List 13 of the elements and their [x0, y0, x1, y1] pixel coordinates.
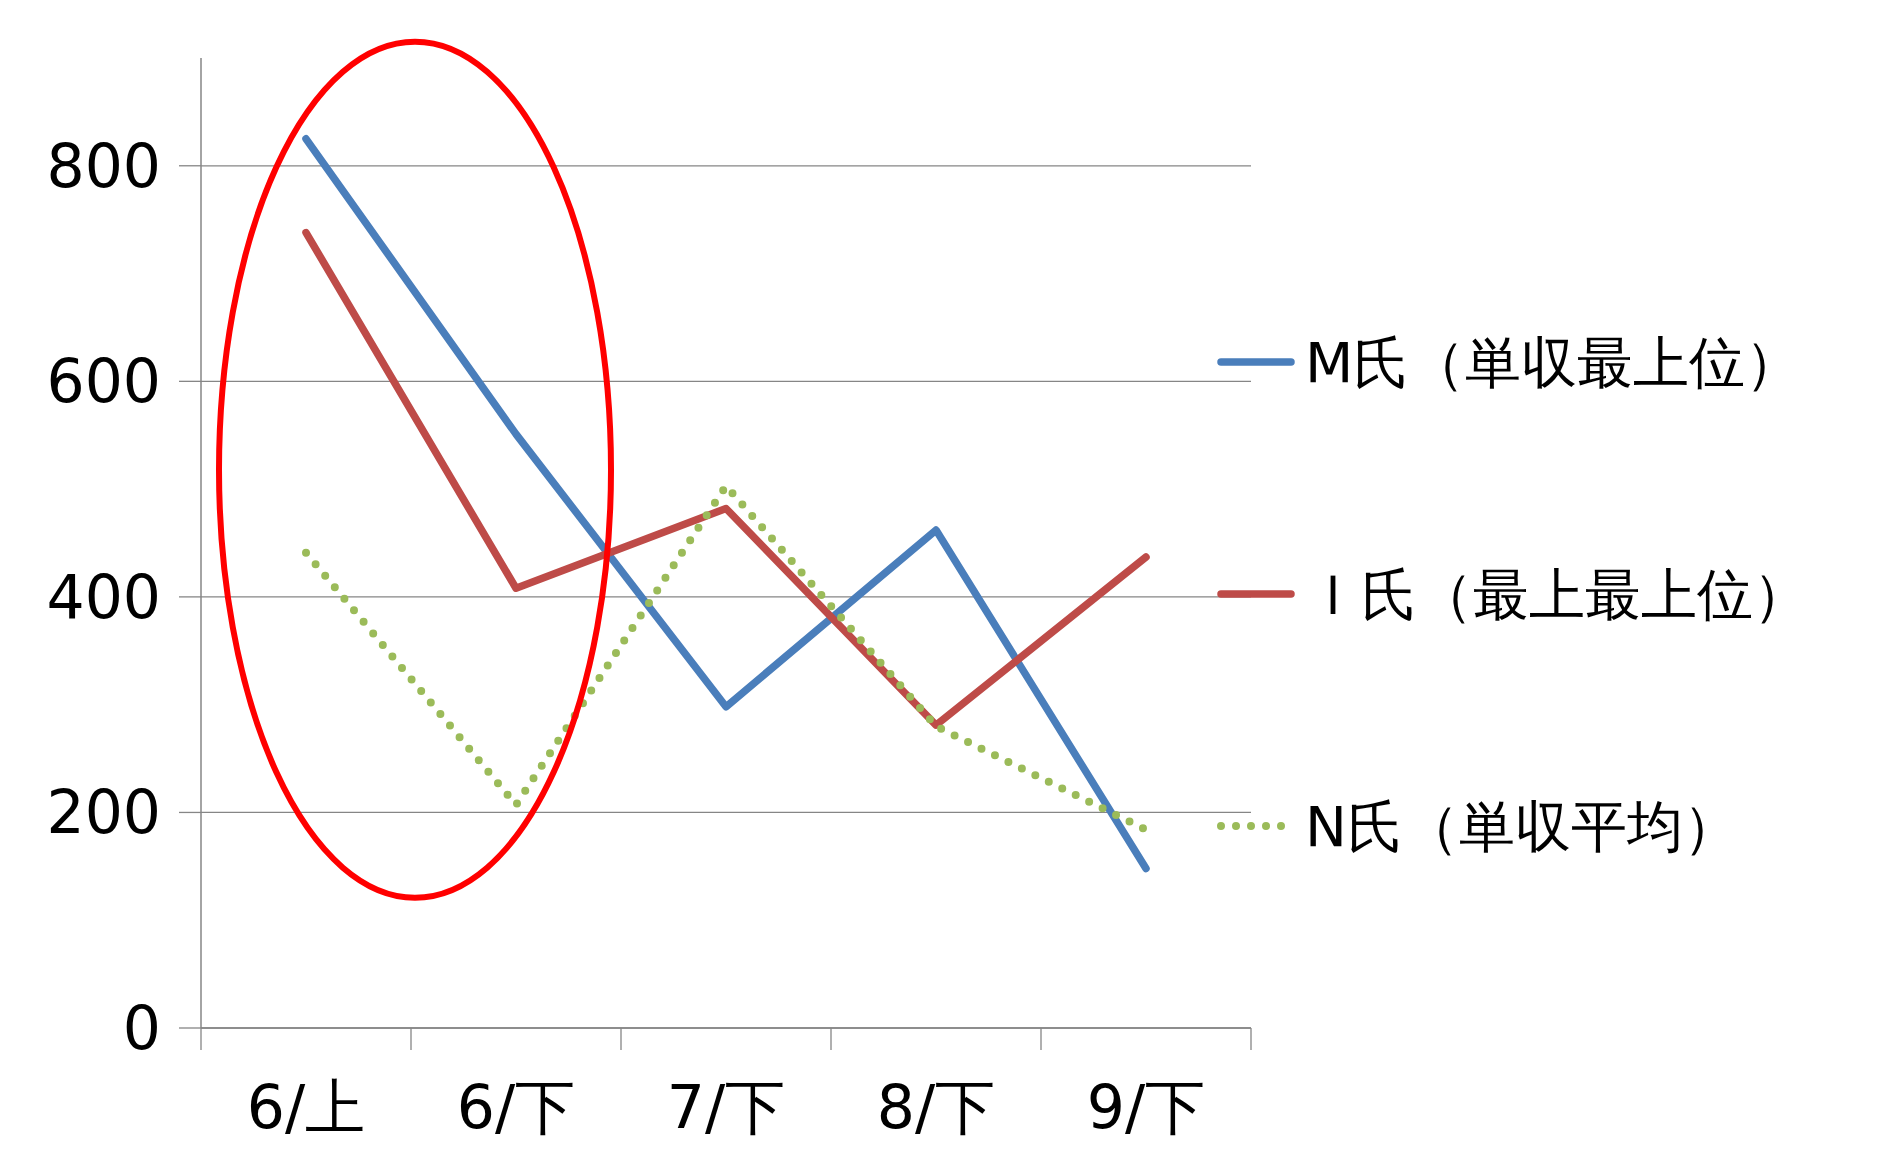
legend-label: M氏（単収最上位）: [1305, 329, 1802, 395]
y-tick-label: 800: [46, 130, 161, 201]
y-tick-label: 600: [46, 346, 161, 417]
x-tick-label: 7/下: [666, 1072, 786, 1142]
y-tick-label: 400: [46, 561, 161, 632]
x-tick-label: 9/下: [1086, 1072, 1206, 1142]
x-tick-label: 6/下: [456, 1072, 576, 1142]
legend-label: N氏（単収平均）: [1305, 793, 1739, 859]
y-tick-label: 0: [122, 993, 161, 1063]
x-tick-label: 8/下: [876, 1072, 996, 1142]
y-tick-label: 200: [46, 777, 161, 848]
legend-label: Ｉ氏（最上最上位）: [1305, 561, 1809, 627]
x-tick-label: 6/上: [246, 1072, 366, 1142]
